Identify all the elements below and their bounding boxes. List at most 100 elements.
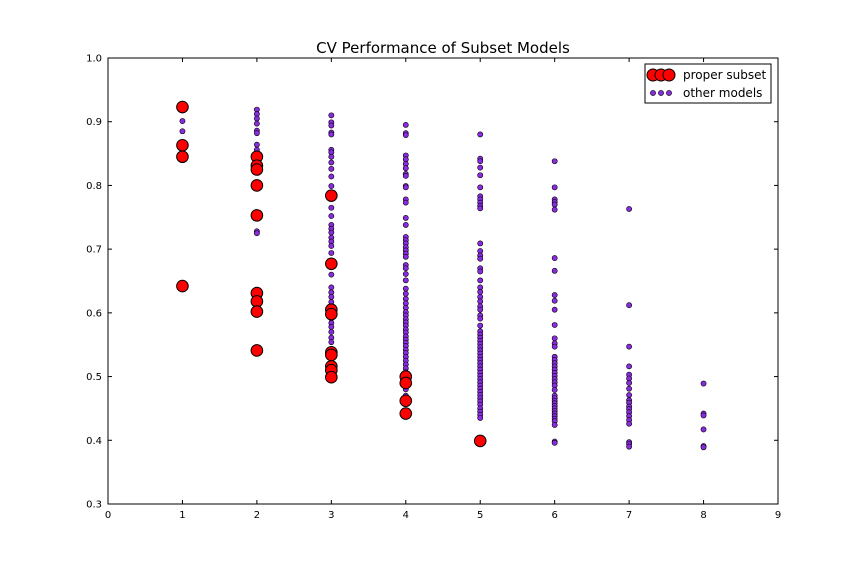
other-models-point (626, 392, 633, 398)
y-tick-label: 1.0 (86, 54, 102, 65)
other-models-point (328, 112, 335, 119)
other-models-point (626, 343, 633, 350)
x-tick-label: 3 (328, 510, 334, 521)
proper-subset-point (250, 163, 264, 176)
proper-subset-point (325, 307, 338, 321)
proper-subset-point (250, 305, 264, 318)
other-models-point (328, 165, 335, 172)
other-models-point (551, 387, 558, 393)
other-models-point (328, 122, 335, 129)
other-models-point (402, 215, 409, 221)
other-models-point (253, 130, 260, 137)
other-models-point (477, 415, 484, 421)
other-models-point (626, 443, 633, 450)
other-models-point (402, 165, 409, 172)
other-models-point (551, 158, 558, 165)
proper-subset-point (250, 179, 264, 192)
y-tick-label: 0.9 (86, 117, 102, 128)
other-models-point (477, 172, 484, 179)
other-models-point (402, 285, 409, 292)
other-models-point (328, 271, 335, 278)
other-models-point (551, 335, 558, 342)
other-models-point (402, 271, 409, 277)
y-tick-label: 0.5 (86, 372, 102, 383)
other-models-point (477, 240, 484, 247)
other-models-point (551, 297, 558, 304)
x-tick-label: 8 (700, 510, 706, 521)
other-models-point (551, 422, 558, 428)
other-models-point (179, 118, 186, 124)
other-models-point (328, 250, 335, 256)
proper-subset-point (250, 344, 264, 357)
other-models-point (253, 230, 260, 237)
x-tick-label: 1 (179, 510, 185, 521)
legend: proper subset other models (644, 63, 772, 104)
other-models-point (551, 439, 558, 446)
other-models-point (328, 243, 335, 249)
legend-label-proper-subset: proper subset (683, 68, 766, 82)
other-models-point (328, 323, 335, 330)
other-models-point (402, 277, 409, 284)
legend-label-other-models: other models (683, 86, 762, 100)
other-models-point (328, 153, 335, 160)
y-tick-label: 0.7 (86, 245, 102, 256)
other-models-point (253, 141, 260, 148)
proper-subset-point (325, 370, 338, 384)
other-models-point (477, 277, 484, 284)
other-models-point (402, 184, 409, 191)
other-models-point (551, 206, 558, 213)
other-models-point (402, 172, 409, 179)
legend-marker-proper-subset (646, 68, 676, 82)
proper-subset-point (399, 394, 413, 408)
other-models-point (253, 120, 260, 127)
other-models-point (402, 290, 409, 297)
other-models-point (626, 420, 633, 427)
other-models-point (551, 292, 558, 298)
other-models-point (477, 306, 484, 313)
other-models-point (328, 329, 335, 335)
other-models-point (402, 199, 409, 206)
other-models-point (253, 115, 260, 122)
proper-subset-point (176, 100, 189, 114)
other-models-point (551, 201, 558, 208)
other-models-point (328, 131, 335, 138)
other-models-point (402, 265, 409, 272)
other-models-point (477, 322, 484, 329)
other-models-point (402, 253, 409, 260)
proper-subset-point (473, 434, 487, 448)
other-models-point (477, 205, 484, 212)
other-models-points (179, 104, 707, 451)
x-tick-label: 4 (403, 510, 409, 521)
other-models-point (626, 302, 633, 309)
other-models-point (477, 158, 484, 165)
proper-subset-point (325, 348, 338, 362)
axis-ticks: 0 1 2 3 4 5 6 7 8 9 0.3 0.4 0.5 0.6 0.7 0.8 0.9 1.0 (86, 54, 781, 522)
proper-subset-point (176, 138, 189, 152)
other-models-point (551, 255, 558, 261)
other-models-point (626, 206, 633, 212)
x-tick-label: 2 (254, 510, 260, 521)
proper-subset-point (325, 189, 338, 202)
other-models-point (328, 284, 335, 291)
proper-subset-point (176, 150, 189, 164)
other-models-point (551, 343, 558, 350)
other-models-point (477, 255, 484, 262)
y-tick-label: 0.4 (86, 436, 102, 447)
other-models-point (626, 385, 633, 392)
other-models-point (700, 380, 707, 387)
x-tick-label: 9 (775, 510, 781, 521)
other-models-point (179, 128, 186, 135)
other-models-point (551, 322, 558, 328)
proper-subset-point (325, 257, 338, 271)
legend-marker-other-models (650, 90, 672, 96)
other-models-point (477, 131, 484, 138)
other-models-point (700, 426, 707, 433)
other-models-point (328, 213, 335, 219)
other-models-point (477, 184, 484, 191)
other-models-point (551, 184, 558, 191)
other-models-point (626, 380, 633, 386)
other-models-point (328, 159, 335, 166)
other-models-point (477, 164, 484, 171)
other-models-point (328, 339, 335, 346)
proper-subset-point (250, 209, 264, 222)
